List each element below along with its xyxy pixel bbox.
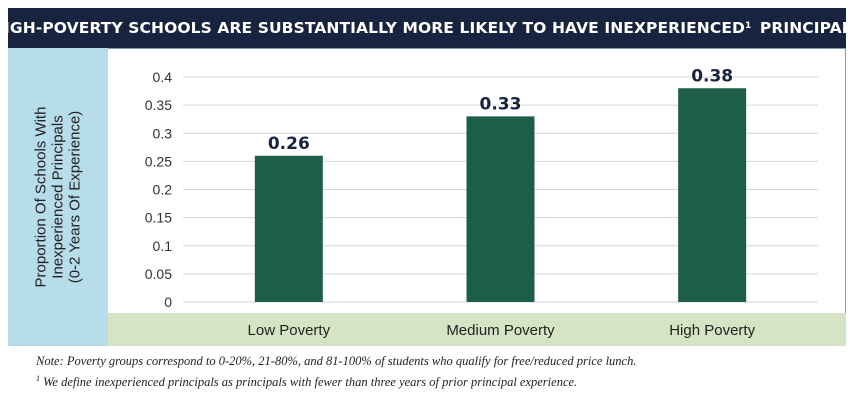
y-tick-label: 0.05 [145, 266, 172, 282]
y-tick-label: 0.15 [145, 210, 172, 226]
chart-title-footnote-marker: 1 [744, 21, 752, 31]
y-tick-label: 0.4 [153, 69, 173, 85]
note-poverty-groups: Note: Poverty groups correspond to 0-20%… [36, 354, 637, 368]
chart-title: HIGH-POVERTY SCHOOLS ARE SUBSTANTIALLY M… [0, 8, 857, 48]
y-tick-label: 0.1 [153, 238, 173, 254]
bar [678, 88, 747, 302]
bar-data-label: 0.33 [480, 94, 522, 114]
x-category-label: Low Poverty [248, 322, 331, 339]
chart-title-text: HIGH-POVERTY SCHOOLS ARE SUBSTANTIALLY M… [0, 19, 745, 37]
y-axis-label-panel [8, 48, 108, 346]
y-tick-label: 0.25 [145, 153, 172, 169]
chart-title-text-end: PRINCIPALS [759, 19, 857, 37]
y-tick-label: 0.35 [145, 97, 172, 113]
y-tick-label: 0.3 [153, 125, 173, 141]
bar-data-label: 0.38 [691, 66, 733, 86]
footnote-text: We define inexperienced principals as pr… [43, 375, 578, 390]
bar-data-label: 0.26 [268, 134, 310, 154]
y-tick-label: 0 [164, 294, 172, 310]
x-category-label: High Poverty [669, 322, 755, 339]
bar [254, 155, 323, 302]
y-tick-label: 0.2 [153, 182, 173, 198]
x-category-label: Medium Poverty [446, 322, 555, 339]
x-axis-label-strip [108, 313, 846, 346]
bar [466, 116, 535, 302]
footnote-marker: 1 [36, 374, 40, 383]
footnote-inexperienced: 1 We define inexperienced principals as … [36, 374, 577, 390]
